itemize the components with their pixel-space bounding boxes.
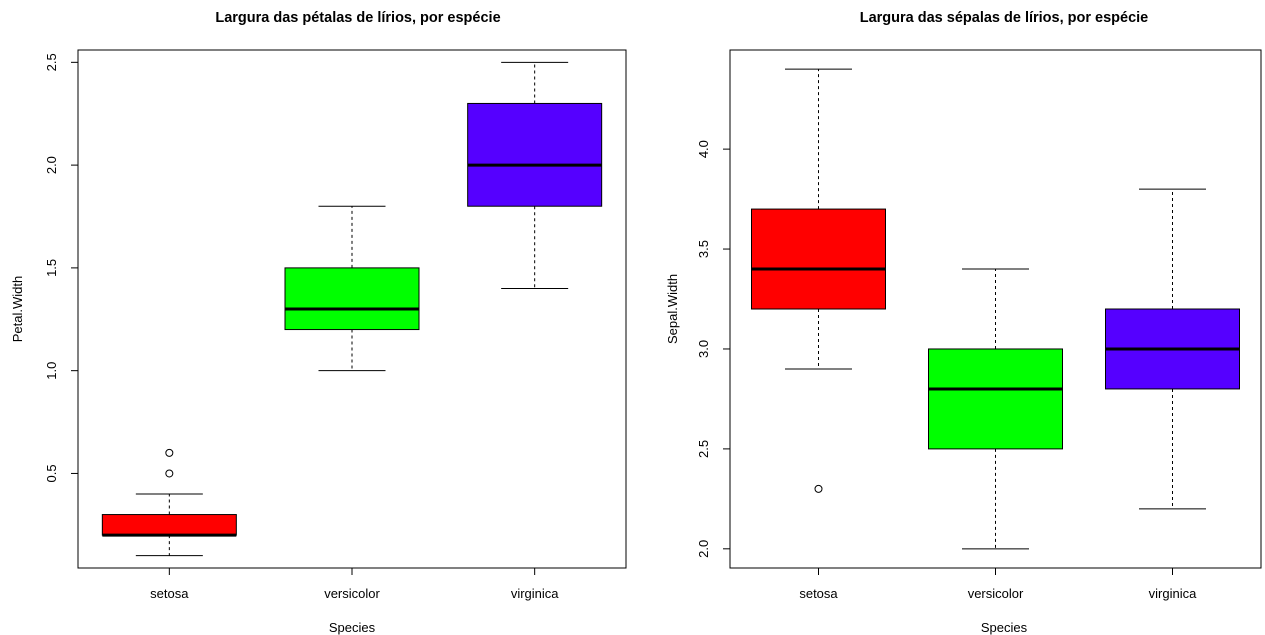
y-tick-label: 2.5 xyxy=(44,53,59,71)
y-tick-label: 3.5 xyxy=(696,240,711,258)
chart-title: Largura das pétalas de lírios, por espéc… xyxy=(215,10,500,26)
y-tick-label: 3.0 xyxy=(696,340,711,358)
box-virginica xyxy=(1105,188,1240,510)
outlier-point xyxy=(165,448,174,457)
box-virginica xyxy=(467,61,603,289)
chart-panel-1: Largura das pétalas de lírios, por espéc… xyxy=(10,10,627,635)
chart-panel-2: Largura das sépalas de lírios, por espéc… xyxy=(665,10,1262,635)
y-axis-label: Sepal.Width xyxy=(665,274,680,344)
box-versicolor xyxy=(284,205,420,372)
x-axis-label: Species xyxy=(981,620,1028,635)
outlier-point xyxy=(165,469,174,478)
box-body xyxy=(284,267,420,331)
box-versicolor xyxy=(928,268,1063,550)
x-tick-label: setosa xyxy=(799,586,838,601)
y-tick-label: 4.0 xyxy=(696,140,711,158)
y-tick-label: 2.5 xyxy=(696,440,711,458)
x-tick-label: setosa xyxy=(150,586,189,601)
y-tick-label: 1.5 xyxy=(44,259,59,277)
y-tick-label: 1.0 xyxy=(44,362,59,380)
box-setosa xyxy=(751,68,886,493)
box-body xyxy=(751,208,886,310)
y-axis-label: Petal.Width xyxy=(10,276,25,342)
x-tick-label: versicolor xyxy=(324,586,380,601)
x-axis-label: Species xyxy=(329,620,376,635)
box-body xyxy=(467,102,603,207)
box-setosa xyxy=(101,448,237,557)
x-tick-label: virginica xyxy=(511,586,559,601)
box-body xyxy=(928,348,1063,450)
x-tick-label: virginica xyxy=(1149,586,1197,601)
y-tick-label: 2.0 xyxy=(696,540,711,558)
outlier-point xyxy=(814,484,823,493)
chart-title: Largura das sépalas de lírios, por espéc… xyxy=(860,10,1149,26)
y-tick-label: 2.0 xyxy=(44,156,59,174)
box-body xyxy=(101,514,237,536)
y-tick-label: 0.5 xyxy=(44,464,59,482)
x-tick-label: versicolor xyxy=(968,586,1024,601)
